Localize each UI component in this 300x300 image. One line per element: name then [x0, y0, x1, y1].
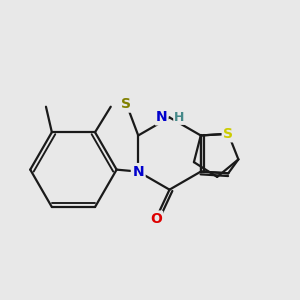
Text: S: S	[122, 97, 131, 111]
Text: N: N	[156, 110, 167, 124]
Text: H: H	[174, 111, 184, 124]
Text: S: S	[223, 127, 233, 141]
Text: N: N	[132, 165, 144, 178]
Text: O: O	[150, 212, 162, 226]
